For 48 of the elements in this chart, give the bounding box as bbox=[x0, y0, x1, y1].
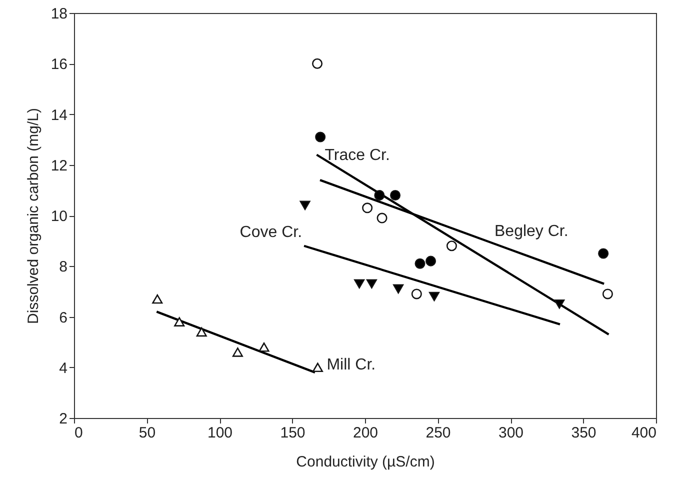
point bbox=[411, 288, 422, 300]
y-tick-label: 14 bbox=[50, 106, 68, 124]
annotation: Trace Cr. bbox=[324, 146, 390, 164]
point bbox=[426, 256, 436, 266]
point bbox=[390, 190, 401, 200]
y-tick-label: 8 bbox=[59, 258, 68, 276]
y-tick-label: 18 bbox=[50, 6, 68, 22]
point bbox=[374, 190, 385, 200]
x-tick-label: 200 bbox=[352, 424, 378, 442]
x-tick-label: 150 bbox=[280, 424, 306, 442]
annotation: Begley Cr. bbox=[494, 222, 568, 240]
point bbox=[602, 288, 613, 300]
x-tick-label: 400 bbox=[631, 424, 656, 442]
point bbox=[312, 362, 323, 372]
y-tick-label: 16 bbox=[50, 56, 68, 74]
y-tick-label: 4 bbox=[59, 360, 68, 377]
point bbox=[315, 132, 326, 142]
point bbox=[258, 342, 270, 352]
point bbox=[232, 348, 243, 357]
point bbox=[362, 202, 373, 214]
point bbox=[414, 258, 426, 269]
y-axis-title: Dissolved organic carbon (mg/L) bbox=[24, 108, 42, 324]
y-tick-label: 12 bbox=[50, 157, 68, 174]
point bbox=[174, 317, 185, 326]
point bbox=[554, 299, 565, 309]
point bbox=[300, 200, 310, 210]
y-tick-label: 10 bbox=[50, 208, 68, 225]
point bbox=[598, 248, 609, 259]
point bbox=[376, 212, 388, 224]
x-tick-label: 50 bbox=[138, 424, 156, 442]
y-tick-label: 2 bbox=[59, 410, 68, 428]
x-axis-title: Conductivity (µS/cm) bbox=[296, 454, 435, 470]
point bbox=[312, 58, 323, 69]
x-tick-label: 100 bbox=[207, 424, 233, 442]
annotation: Cove Cr. bbox=[240, 224, 302, 241]
point bbox=[354, 279, 365, 288]
point bbox=[196, 327, 207, 337]
point bbox=[429, 292, 440, 302]
y-tick-label: 6 bbox=[59, 309, 68, 326]
annotation: Mill Cr. bbox=[326, 356, 376, 374]
x-tick-label: 300 bbox=[498, 424, 524, 442]
x-tick-label: 0 bbox=[74, 424, 83, 442]
point bbox=[393, 284, 404, 294]
point bbox=[152, 294, 163, 304]
point bbox=[366, 279, 377, 288]
point bbox=[446, 240, 457, 252]
x-tick-label: 250 bbox=[426, 424, 451, 442]
x-tick-label: 350 bbox=[571, 424, 596, 442]
